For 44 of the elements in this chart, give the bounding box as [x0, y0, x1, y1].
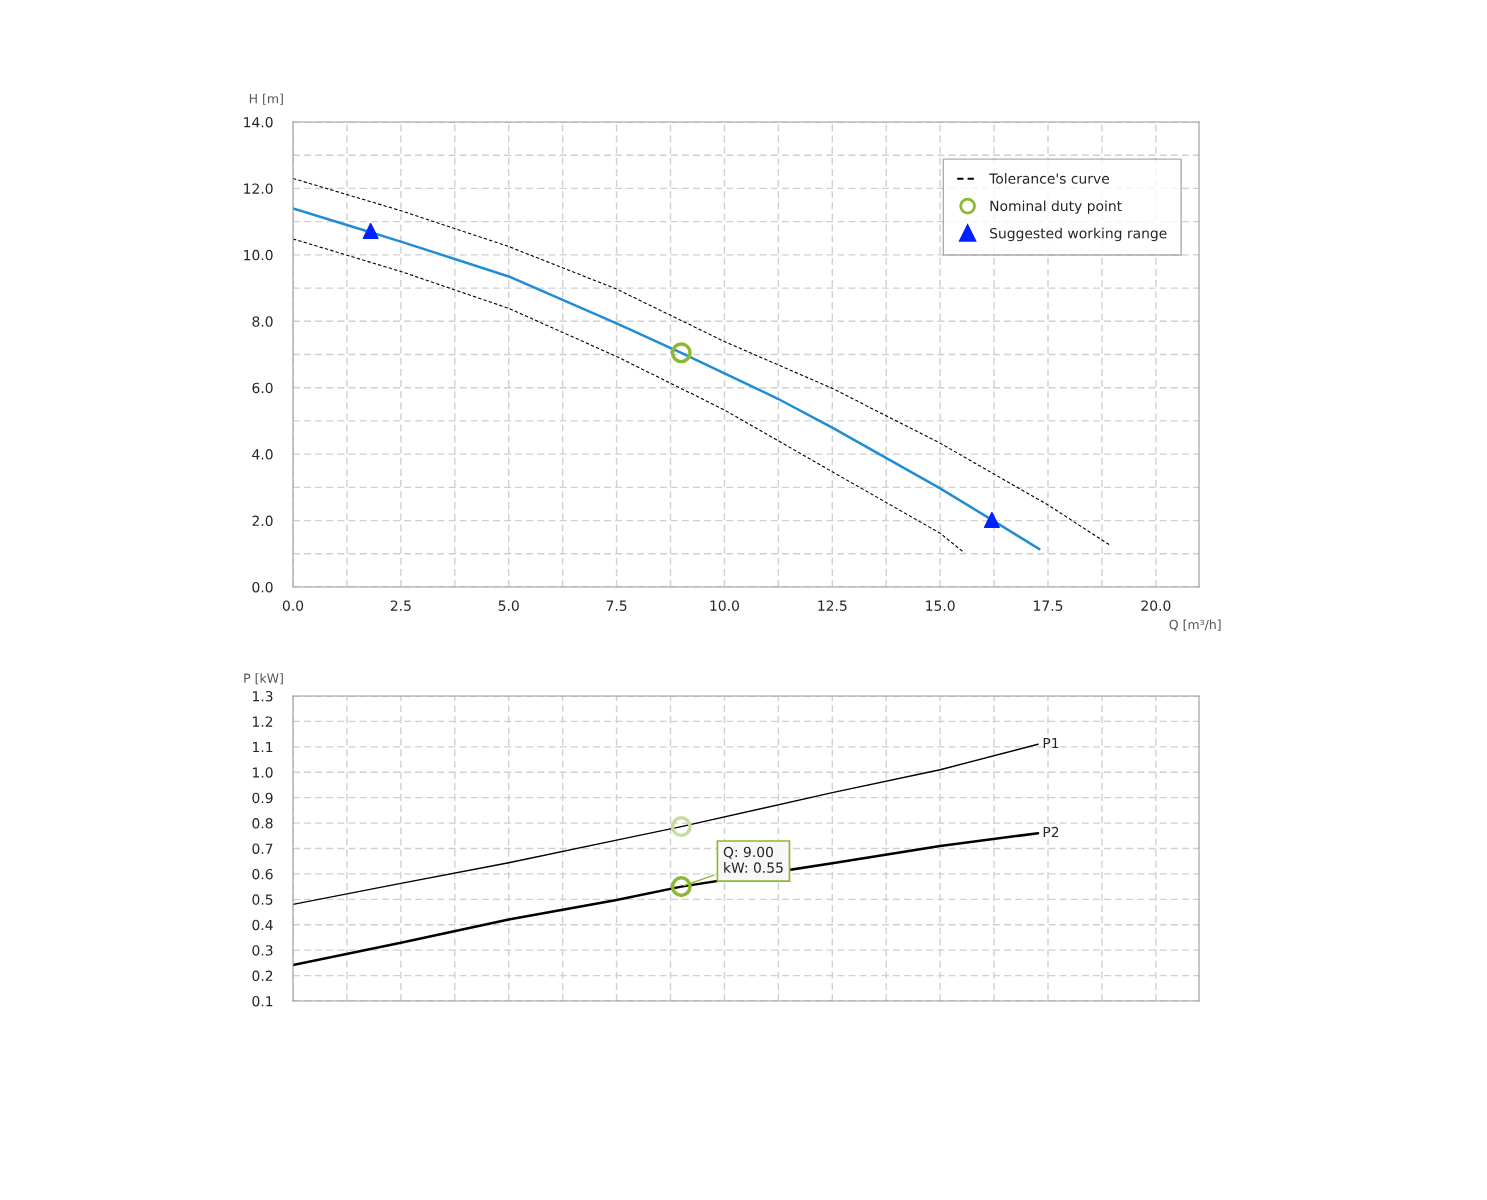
- x-tick-label: 7.5: [606, 600, 627, 611]
- legend-label: Nominal duty point: [990, 200, 1122, 214]
- series-label: P1: [1043, 738, 1059, 749]
- y-tick-label: 0.5: [252, 894, 273, 905]
- x-axis-title: Q [m³/h]: [1169, 619, 1221, 631]
- y-tick-label: 0.9: [252, 792, 273, 804]
- y-tick-label: 14.0: [244, 116, 273, 128]
- y-tick-label: 1.0: [252, 767, 273, 778]
- point: [983, 511, 1000, 528]
- y-tick-label: 0.4: [252, 919, 273, 931]
- y-tick-label: 8.0: [252, 316, 273, 327]
- y-tick-label: 0.2: [252, 970, 273, 982]
- y-tick-label: 10.0: [244, 249, 273, 261]
- x-tick-label: 5.0: [498, 600, 519, 611]
- legend-label: Suggested working range: [990, 227, 1167, 242]
- y-tick-label: 0.0: [252, 581, 273, 593]
- y-tick-label: 0.7: [252, 843, 273, 854]
- series-label: P2: [1043, 826, 1059, 838]
- x-tick-label: 0.0: [282, 600, 304, 611]
- y-tick-label: 2.0: [252, 515, 273, 527]
- y-axis-title: H [m]: [249, 93, 283, 105]
- x-tick-label: 15.0: [926, 600, 955, 611]
- point: [362, 222, 379, 239]
- point: [670, 342, 692, 364]
- y-tick-label: 0.3: [252, 945, 273, 956]
- y-tick-label: 0.6: [252, 868, 273, 880]
- y-tick-label: 1.2: [252, 716, 273, 727]
- line-series: [293, 238, 965, 554]
- x-tick-label: 10.0: [710, 600, 739, 611]
- y-tick-label: 6.0: [252, 382, 273, 394]
- x-tick-label: 17.5: [1034, 600, 1063, 611]
- x-tick-label: 12.5: [818, 600, 847, 611]
- y-tick-label: 4.0: [252, 449, 273, 460]
- y-tick-label: 0.1: [252, 995, 273, 1007]
- x-tick-label: 20.0: [1141, 600, 1171, 611]
- y-tick-label: 1.3: [252, 690, 273, 702]
- line-series: [293, 743, 1039, 906]
- y-tick-label: 12.0: [244, 183, 273, 194]
- legend-label: Tolerance's curve: [989, 173, 1110, 184]
- y-axis-title: P [kW]: [244, 673, 283, 685]
- y-tick-label: 1.1: [252, 741, 273, 753]
- y-tick-label: 0.8: [252, 818, 273, 829]
- x-tick-label: 2.5: [390, 600, 411, 611]
- annotation: Q: 9.00 kW: 0.55: [723, 846, 783, 873]
